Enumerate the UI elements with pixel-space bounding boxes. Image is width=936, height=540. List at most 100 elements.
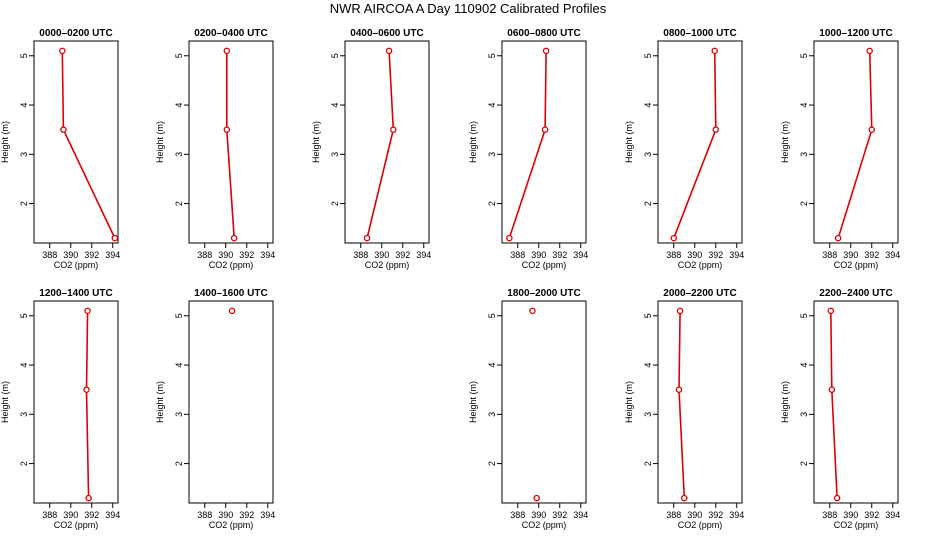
data-point: [59, 47, 66, 55]
x-tick-label: 388: [510, 250, 525, 260]
plot-frame: [657, 40, 743, 244]
x-tick-label: 390: [687, 510, 702, 520]
data-point: [670, 234, 678, 242]
x-tick-label: 388: [197, 250, 212, 260]
x-axis-label: CO2 (ppm): [365, 260, 410, 270]
x-tick-label: 390: [687, 250, 702, 260]
profile-line: [830, 310, 838, 499]
x-tick-label: 390: [63, 250, 78, 260]
x-axis-label: CO2 (ppm): [209, 520, 254, 530]
x-tick-label: 388: [42, 250, 57, 260]
figure-title: NWR AIRCOA A Day 110902 Calibrated Profi…: [329, 1, 607, 16]
y-tick-label: 2: [19, 461, 29, 466]
x-tick-label: 392: [84, 510, 99, 520]
panel-title: 1800–2000 UTC: [507, 288, 580, 299]
y-axis-label: Height (m): [468, 381, 478, 423]
y-tick-label: 5: [487, 313, 497, 318]
panel-7: 1400–1600 UTC 388 390 392 394 CO2 (ppm) 2 3 4 5 He…: [155, 288, 275, 530]
y-tick-label: 4: [799, 103, 809, 108]
data-point: [223, 126, 231, 133]
x-tick-label: 394: [573, 510, 588, 520]
x-tick-label: 394: [260, 250, 275, 260]
panel-title: 2000–2200 UTC: [663, 288, 736, 299]
x-tick-label: 394: [105, 250, 120, 260]
y-axis-label: Height (m): [0, 121, 10, 163]
x-tick-label: 392: [708, 250, 723, 260]
y-axis-label: Height (m): [0, 381, 10, 423]
profile-line: [673, 50, 717, 239]
y-tick-label: 5: [487, 53, 497, 58]
x-tick-label: 390: [218, 250, 233, 260]
y-axis-label: Height (m): [624, 121, 634, 163]
y-axis-label: Height (m): [780, 121, 790, 163]
x-tick-label: 390: [63, 510, 78, 520]
y-axis-label: Height (m): [780, 381, 790, 423]
y-tick-label: 2: [174, 201, 184, 206]
x-tick-label: 394: [573, 250, 588, 260]
data-point: [827, 307, 835, 315]
data-point: [84, 307, 91, 315]
x-tick-label: 394: [729, 510, 744, 520]
y-tick-label: 3: [799, 152, 809, 157]
plot-frame: [501, 300, 587, 504]
data-point: [363, 234, 371, 242]
y-tick-label: 5: [643, 313, 653, 318]
x-tick-label: 390: [843, 250, 858, 260]
x-tick-label: 394: [105, 510, 120, 520]
y-tick-label: 2: [174, 461, 184, 466]
data-point: [675, 386, 683, 393]
profile-line: [837, 50, 873, 239]
y-tick-label: 3: [330, 152, 340, 157]
y-tick-label: 2: [643, 201, 653, 206]
panel-2: 0400–0600 UTC 388 390 392 394 CO2 (ppm) 2 3 4 5 He…: [311, 28, 431, 270]
data-point: [542, 47, 550, 55]
x-tick-label: 392: [864, 250, 879, 260]
panel-3: 0600–0800 UTC 388 390 392 394 CO2 (ppm) 2 3 4 5 He…: [468, 28, 588, 270]
x-tick-label: 392: [864, 510, 879, 520]
x-tick-label: 394: [885, 250, 900, 260]
panel-11: 2200–2400 UTC 388 390 392 394 CO2 (ppm) 2 3 4 5 He…: [780, 288, 900, 530]
data-point: [83, 386, 90, 393]
y-tick-label: 3: [643, 152, 653, 157]
panel-5: 1000–1200 UTC 388 390 392 394 CO2 (ppm) 2 3 4 5 He…: [780, 28, 900, 270]
data-point: [533, 494, 540, 502]
x-tick-label: 392: [395, 250, 410, 260]
y-tick-label: 3: [19, 152, 29, 157]
x-axis-label: CO2 (ppm): [209, 260, 254, 270]
y-tick-label: 3: [19, 412, 29, 417]
x-tick-label: 392: [239, 510, 254, 520]
panel-title: 0000–0200 UTC: [39, 28, 112, 39]
x-tick-label: 388: [510, 510, 525, 520]
plot-frame: [813, 40, 899, 244]
y-tick-label: 3: [174, 152, 184, 157]
x-axis-label: CO2 (ppm): [54, 260, 99, 270]
data-point: [60, 126, 67, 133]
plot-frame: [188, 300, 274, 504]
data-point: [230, 234, 238, 242]
profile-line: [61, 50, 116, 239]
data-point: [390, 126, 397, 133]
x-tick-label: 394: [729, 250, 744, 260]
panel-title: 2200–2400 UTC: [819, 288, 892, 299]
x-axis-label: CO2 (ppm): [54, 520, 99, 530]
plot-frame: [344, 40, 430, 244]
x-axis-label: CO2 (ppm): [834, 260, 879, 270]
panel-title: 0400–0600 UTC: [350, 28, 423, 39]
data-point: [85, 494, 92, 502]
x-tick-label: 390: [218, 510, 233, 520]
x-tick-label: 392: [552, 510, 567, 520]
y-tick-label: 4: [487, 363, 497, 368]
x-axis-label: CO2 (ppm): [678, 520, 723, 530]
x-tick-label: 388: [822, 510, 837, 520]
data-point: [111, 234, 119, 242]
data-point: [681, 494, 688, 502]
panel-title: 1400–1600 UTC: [194, 288, 267, 299]
panel-title: 1000–1200 UTC: [819, 28, 892, 39]
data-point: [541, 126, 549, 133]
x-tick-label: 394: [416, 250, 431, 260]
panel-9: 1800–2000 UTC 388 390 392 394 CO2 (ppm) 2 3 4 5 He…: [468, 288, 588, 530]
x-axis-label: CO2 (ppm): [522, 260, 567, 270]
x-tick-label: 390: [531, 250, 546, 260]
y-axis-label: Height (m): [155, 381, 165, 423]
profile-line: [508, 50, 547, 239]
